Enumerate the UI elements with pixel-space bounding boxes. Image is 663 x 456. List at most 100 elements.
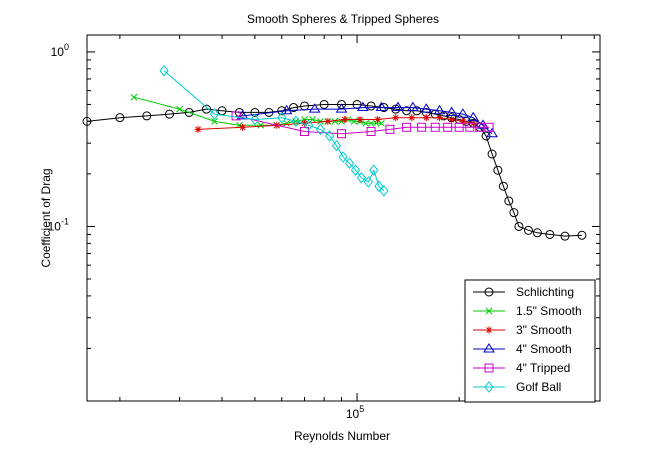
data-point-triangle <box>420 103 433 113</box>
data-point-diamond <box>374 180 384 193</box>
data-point-diamond <box>363 176 374 188</box>
data-point-circle <box>514 221 524 231</box>
data-point-triangle <box>280 104 293 115</box>
data-point-circle <box>498 181 508 191</box>
data-point-square <box>430 122 440 132</box>
legend: Schlichting 1.5" Smooth 3" Smooth 4" Smooth… <box>464 279 596 403</box>
data-point-x <box>211 118 218 125</box>
series-4 <box>231 111 494 139</box>
data-point-diamond <box>277 111 287 124</box>
data-point-square <box>484 363 494 373</box>
data-point-diamond <box>379 185 389 197</box>
data-point-circle <box>250 107 260 117</box>
data-point-diamond <box>291 115 301 128</box>
data-point-triangle <box>433 104 446 115</box>
legend-entry: 4" Smooth <box>473 342 572 356</box>
data-point-triangle <box>483 343 495 353</box>
data-point-x <box>130 93 138 101</box>
y-tick-label: 10-1 <box>48 216 69 233</box>
data-point-triangle <box>445 106 458 116</box>
data-point-asterisk <box>485 326 493 334</box>
data-point-x <box>373 119 380 127</box>
data-point-x <box>257 121 265 129</box>
data-point-triangle <box>356 101 369 112</box>
legend-entry: 1.5" Smooth <box>473 304 582 318</box>
data-point-diamond <box>209 108 220 120</box>
data-point-circle <box>142 111 152 121</box>
data-point-circle <box>484 287 494 297</box>
data-point-circle <box>504 196 514 206</box>
data-point-square <box>465 122 475 132</box>
data-point-asterisk <box>392 114 400 122</box>
data-point-triangle <box>308 103 321 113</box>
series-line <box>163 70 385 192</box>
data-point-diamond <box>324 130 335 142</box>
data-point-circle <box>545 229 555 239</box>
x-tick-label: 105 <box>346 404 364 421</box>
data-point-x <box>367 119 375 127</box>
legend-entry: Schlichting <box>473 285 574 299</box>
data-point-triangle <box>456 108 469 118</box>
data-point-circle <box>366 101 376 111</box>
data-point-circle <box>532 228 542 238</box>
legend-label: 4" Tripped <box>516 361 570 375</box>
series-layer <box>82 64 587 241</box>
data-point-asterisk <box>356 116 364 124</box>
data-point-circle <box>164 109 174 119</box>
data-point-circle <box>319 99 329 109</box>
data-point-asterisk <box>448 116 456 124</box>
data-point-x <box>176 105 183 113</box>
data-point-asterisk <box>239 123 247 131</box>
data-point-square <box>454 122 464 132</box>
data-point-square <box>417 122 427 132</box>
data-point-x <box>485 307 493 315</box>
data-point-circle <box>481 131 491 141</box>
data-point-diamond <box>350 164 361 177</box>
data-point-x <box>309 116 317 123</box>
legend-label: Golf Ball <box>516 380 561 394</box>
data-point-asterisk <box>408 114 416 122</box>
data-point-circle <box>487 149 497 159</box>
data-point-diamond <box>338 151 348 163</box>
legend-entry: Golf Ball <box>473 380 561 394</box>
data-point-x <box>317 118 324 125</box>
data-point-asterisk <box>422 114 430 122</box>
data-point-asterisk <box>300 119 308 127</box>
data-point-diamond <box>315 123 326 136</box>
data-point-square <box>475 122 485 132</box>
data-point-circle <box>391 104 401 114</box>
ticks-layer: 105 100 10-1 <box>48 35 600 421</box>
data-point-circle <box>184 107 194 117</box>
y-axis-label: Coefficient of Drag <box>39 168 53 267</box>
data-point-asterisk <box>341 116 349 124</box>
data-point-circle <box>201 104 211 114</box>
data-point-x <box>331 118 339 125</box>
data-point-circle <box>289 103 299 113</box>
data-point-square <box>366 126 376 136</box>
data-point-square <box>385 124 395 134</box>
legend-box <box>464 279 596 403</box>
data-point-diamond <box>331 139 342 152</box>
data-point-diamond <box>484 381 494 393</box>
data-point-square <box>231 111 241 121</box>
data-point-triangle <box>467 111 480 122</box>
data-point-asterisk <box>459 117 467 125</box>
data-point-triangle <box>486 127 498 138</box>
legend-entry: 3" Smooth <box>473 323 572 337</box>
legend-label: Schlichting <box>516 285 574 299</box>
legend-entry: 4" Tripped <box>473 361 570 375</box>
data-point-circle <box>337 99 347 109</box>
data-point-circle <box>493 165 503 175</box>
data-point-triangle <box>335 103 348 113</box>
data-point-triangle <box>375 101 388 112</box>
legend-label: 3" Smooth <box>516 323 572 337</box>
data-point-triangle <box>392 101 404 112</box>
data-point-diamond <box>304 119 314 132</box>
data-point-square <box>484 122 494 132</box>
legend-label: 4" Smooth <box>516 342 572 356</box>
data-point-circle <box>115 113 125 123</box>
series-3 <box>236 101 498 138</box>
data-point-diamond <box>344 157 355 170</box>
data-point-diamond <box>159 64 169 77</box>
data-point-x <box>362 119 369 127</box>
